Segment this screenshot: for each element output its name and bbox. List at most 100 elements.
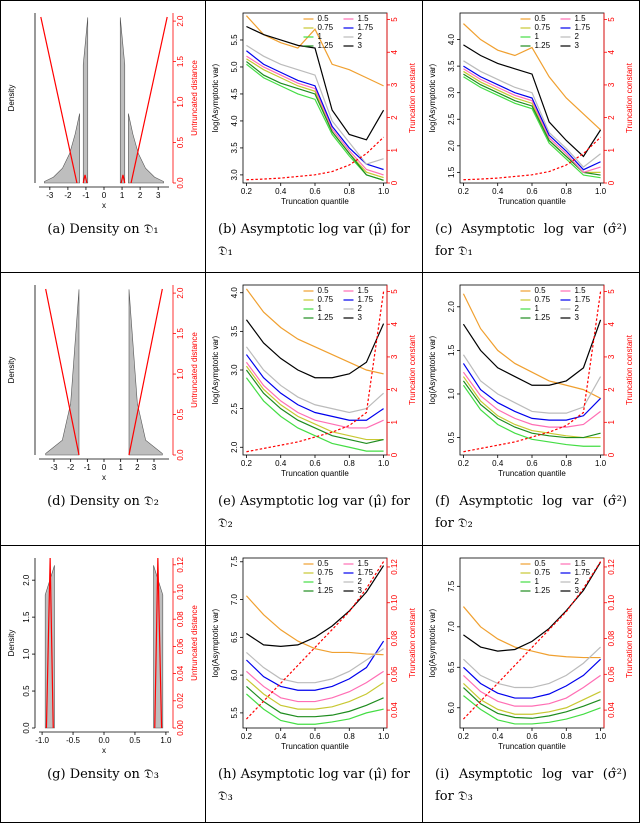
series-line [40,16,168,184]
legend-label: 1.25 [317,41,333,50]
panel: 0.2 0.4 0.6 0.8 1.0 5.5 6.0 6.5 7.0 7.5 0.04 0.06 0.… [206,546,423,822]
series-line [246,648,384,684]
y2-tick-label: 0.08 [176,611,185,627]
x-tick-label: 0.6 [526,732,538,741]
y2-tick-label: 0.0 [176,449,185,461]
caption: (i) Asymptotic log var (σ̂²) for 𝔇₃ [435,767,627,804]
y2-tick-label: 0.06 [390,666,399,682]
y2-tick-label: 4 [607,321,616,326]
panel: 0.2 0.4 0.6 0.8 1.0 1.5 2.0 2.5 3.0 3.5 4.0 0 1 2 3 4 5 T… [423,1,639,273]
series-line [246,50,384,171]
x-tick-label: 1.0 [378,187,390,196]
x-tick-label: 0.6 [526,187,538,196]
series-line [246,61,384,181]
x-axis-label: Truncation quantile [498,469,566,478]
y-tick-label: 1.5 [447,344,456,356]
plot: 0.2 0.4 0.6 0.8 1.03.03.54.04.55.05.5012345T… [211,12,417,206]
y2-tick-label: 0 [607,452,616,457]
series-line [463,76,601,179]
legend-label: 1 [317,32,322,41]
y-tick-label: 5.0 [230,61,239,73]
series-line [245,361,384,429]
legend-label: 3 [357,41,362,50]
panel: 0.2 0.4 0.6 0.8 1.0 6.0 6.5 7.0 7.5 0.04 0.06 0.08 0… [423,546,639,822]
plot: 0.2 0.4 0.6 0.8 1.02.02.53.03.54.0012345Trun… [211,284,417,478]
y-tick-label: 3.5 [230,325,239,337]
y2-tick-label: 0.5 [176,136,185,148]
y2-tick-label: 1.5 [176,55,185,67]
caption: (a) Density on 𝔇₁ [47,222,159,237]
series-line [246,693,384,725]
caption: (f) Asymptotic log var (σ̂²) for 𝔇₂ [435,494,627,531]
x-tick-label: 1.0 [595,459,607,468]
x-tick-label: 0.4 [275,732,287,741]
y-tick-label: 1.0 [22,648,31,660]
y2-tick-label: 1.0 [176,96,185,108]
series-line [245,561,385,720]
series-line [462,561,602,720]
y2-tick-label: 0.08 [390,630,399,646]
caption: (h) Asymptotic log var (μ̂) for 𝔇₃ [218,767,411,804]
legend-label: 3 [357,586,362,595]
x-tick-label: -3 [50,463,58,472]
y-tick-label: 3.5 [447,60,456,72]
x-tick-label: 2 [135,463,140,472]
plot-frame [242,12,388,184]
y2-tick-label: 5 [607,289,616,294]
series-line [246,685,384,718]
x-tick-label: 1 [120,191,125,200]
y-tick-label: 7.5 [447,580,456,592]
legend-label: 1.25 [534,41,550,50]
series-line [462,371,601,428]
x-tick-label: 0 [102,463,107,472]
legend-label: 1.5 [357,286,369,295]
series-line [462,354,602,414]
y2-tick-label: 2 [390,387,399,392]
legend-label: 1 [534,32,539,41]
x-tick-label: -0.5 [66,736,80,745]
series-line [246,565,385,648]
legend-label: 1.75 [357,295,373,304]
x-tick-label: 1.0 [595,732,607,741]
x-tick-label: 0.4 [492,459,504,468]
series-line [245,346,384,414]
y-tick-label: 3.5 [230,142,239,154]
legend-label: 0.75 [534,23,550,32]
y2-axis-label: Truncation constant [408,62,417,133]
x-tick-label: 0.2 [458,187,470,196]
y2-tick-label: 5 [607,17,616,22]
y-tick-label: 1.5 [447,166,456,178]
legend-label: 0.5 [534,14,546,23]
legend-label: 1.75 [574,23,590,32]
x-axis-label: x [102,473,106,482]
series-line [246,678,384,710]
legend-label: 0.75 [317,23,333,32]
legend-label: 1 [317,577,322,586]
legend-label: 0.75 [534,295,550,304]
plot-frame [459,284,605,456]
x-axis-label: Truncation quantile [498,197,566,206]
y2-tick-label: 3 [607,354,616,359]
y-tick-label: 6.5 [230,631,239,643]
y-axis-label: Density [7,85,16,112]
y-axis-label: log(Asymptotic var) [211,335,220,404]
y2-tick-label: 2 [607,387,616,392]
y2-tick-label: 4 [607,49,616,54]
legend-label: 0.5 [317,14,329,23]
series-line [246,291,385,453]
y2-tick-label: 0.06 [176,638,185,654]
x-tick-label: 1.0 [378,732,390,741]
x-tick-label: 0.8 [344,459,356,468]
y-tick-label: 5.5 [230,34,239,46]
y2-tick-label: 0.10 [607,594,616,610]
y2-tick-label: 0 [390,452,399,457]
series-line [245,319,385,379]
y2-axis-label: Truncation constant [408,607,417,678]
legend-label: 2 [357,577,362,586]
legend-label: 0.5 [317,559,329,568]
plot: 0.2 0.4 0.6 0.8 1.0 6.0 6.5 7.0 7.5 0.04 0.06 0.08 0… [428,557,634,751]
y2-tick-label: 5 [390,289,399,294]
x-tick-label: 1.0 [378,459,390,468]
y2-tick-label: 0.04 [607,702,616,718]
y2-tick-label: 0.12 [390,559,399,575]
